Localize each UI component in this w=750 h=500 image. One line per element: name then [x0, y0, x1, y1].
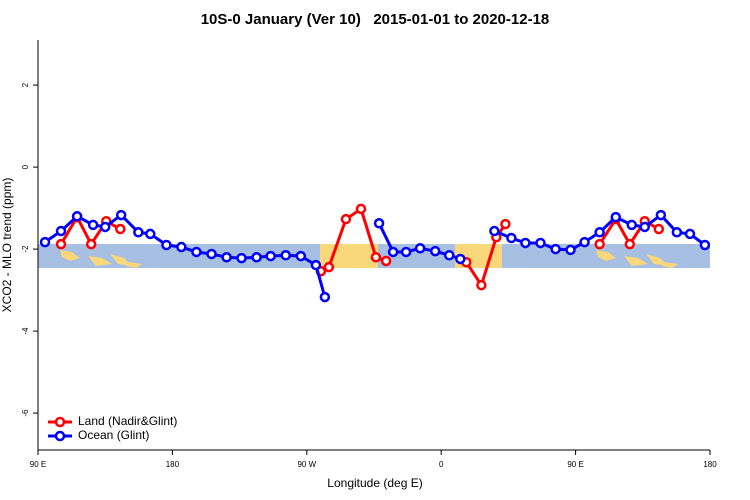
x-tick-label: 90 W [297, 460, 316, 469]
point [236, 252, 247, 264]
x-tick-label: 180 [703, 460, 717, 469]
point [444, 250, 455, 261]
point [489, 225, 500, 237]
point [265, 250, 276, 262]
point [340, 213, 352, 225]
point [594, 227, 605, 238]
point [380, 255, 392, 267]
point [161, 239, 172, 251]
point [115, 209, 127, 221]
point [295, 250, 307, 262]
point [310, 259, 322, 271]
point [565, 244, 576, 256]
legend-marker [54, 430, 66, 442]
point [610, 211, 622, 223]
point [176, 241, 187, 253]
point [699, 239, 711, 251]
point [414, 243, 426, 254]
x-axis-label: Longitude (deg E) [327, 476, 422, 490]
point [206, 248, 217, 260]
y-tick-label: -4 [21, 327, 30, 335]
y-axis-label: XCO2 - MLO trend (ppm) [0, 178, 14, 313]
point [400, 246, 412, 258]
point [71, 211, 83, 222]
point [280, 250, 291, 261]
chart-title: 10S-0 January (Ver 10) 2015-01-01 to 202… [201, 11, 550, 28]
point [55, 225, 67, 237]
point [55, 238, 67, 250]
y-tick-label: 0 [21, 164, 30, 169]
point [115, 223, 126, 235]
point [653, 223, 665, 235]
legend-label: Land (Nadir&Glint) [78, 414, 177, 428]
point [655, 209, 667, 221]
point [387, 246, 399, 258]
point [429, 245, 441, 257]
point [251, 252, 262, 263]
point [370, 252, 382, 263]
legend-label: Ocean (Glint) [78, 428, 149, 442]
point [355, 203, 367, 215]
point [87, 219, 99, 231]
legend-marker [54, 416, 66, 428]
point [476, 279, 487, 291]
x-tick-label: 90 E [30, 460, 46, 469]
point [39, 236, 51, 248]
point [455, 253, 466, 265]
point [221, 252, 232, 263]
point [520, 237, 531, 249]
point [133, 227, 144, 238]
point [500, 218, 511, 230]
point [506, 232, 517, 244]
point [319, 291, 331, 303]
point [550, 243, 561, 255]
x-tick-label: 180 [166, 460, 180, 469]
point [145, 228, 156, 240]
point [99, 221, 111, 233]
x-tick-label: 0 [439, 460, 444, 469]
point [85, 238, 97, 250]
point [624, 238, 636, 250]
point [626, 219, 637, 231]
point [535, 237, 546, 249]
y-tick-label: -6 [21, 409, 30, 417]
point [639, 221, 650, 233]
point [191, 246, 202, 258]
point [594, 238, 605, 250]
point [684, 228, 696, 240]
y-tick-label: 2 [21, 82, 30, 87]
x-tick-label: 90 E [567, 460, 583, 469]
point [373, 218, 385, 229]
point [323, 261, 335, 273]
y-tick-label: -2 [21, 245, 30, 253]
point [579, 236, 590, 248]
point [671, 227, 683, 238]
